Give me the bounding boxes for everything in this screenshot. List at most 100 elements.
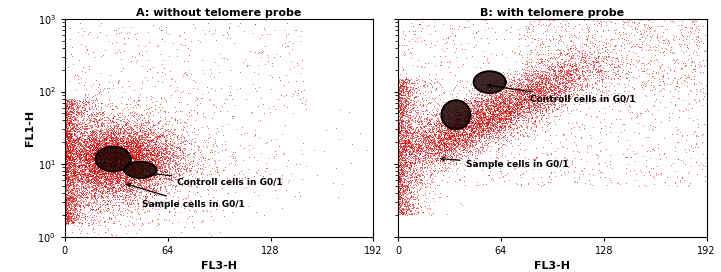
Point — [515, 113, 526, 117]
Point — [109, 190, 120, 194]
Point — [413, 142, 425, 146]
Point — [106, 126, 118, 130]
Point — [393, 191, 404, 196]
Point — [544, 64, 555, 68]
Point — [114, 111, 125, 115]
Point — [548, 105, 559, 110]
Point — [92, 141, 104, 146]
Point — [435, 141, 446, 145]
Point — [457, 148, 469, 152]
Point — [94, 143, 105, 147]
Point — [171, 160, 182, 164]
Point — [655, 63, 667, 67]
Point — [461, 121, 473, 125]
Point — [510, 121, 521, 126]
Point — [183, 110, 195, 114]
Point — [110, 134, 122, 138]
Point — [80, 190, 92, 194]
Point — [435, 123, 447, 128]
Point — [687, 18, 699, 23]
Point — [102, 157, 114, 161]
Point — [115, 154, 127, 159]
Point — [63, 165, 75, 169]
Point — [503, 117, 514, 121]
Point — [132, 149, 143, 153]
Point — [454, 152, 466, 157]
Point — [487, 103, 499, 107]
Point — [392, 126, 404, 130]
Point — [574, 88, 585, 92]
Point — [95, 164, 107, 169]
Point — [68, 207, 80, 211]
Point — [118, 152, 130, 156]
Point — [61, 126, 73, 130]
Point — [115, 143, 127, 147]
Point — [438, 49, 449, 54]
Point — [408, 139, 420, 143]
Point — [436, 131, 448, 136]
Point — [99, 161, 110, 165]
Point — [483, 108, 495, 112]
Point — [423, 119, 434, 124]
Point — [71, 128, 83, 133]
Point — [403, 88, 415, 93]
Point — [97, 169, 109, 174]
Point — [593, 160, 605, 165]
Point — [621, 53, 632, 57]
Point — [125, 170, 137, 174]
Point — [468, 118, 479, 122]
Point — [123, 145, 134, 149]
Point — [106, 106, 118, 111]
Point — [534, 103, 545, 107]
Point — [125, 139, 136, 144]
Point — [110, 192, 121, 197]
Point — [457, 133, 469, 137]
Point — [122, 164, 133, 169]
Point — [153, 110, 164, 114]
Point — [89, 131, 101, 135]
Point — [586, 33, 598, 37]
Point — [531, 85, 542, 89]
Point — [175, 135, 187, 139]
Point — [64, 128, 76, 132]
Point — [75, 156, 87, 160]
Point — [670, 101, 681, 106]
Point — [476, 117, 487, 121]
Point — [485, 107, 496, 112]
Point — [475, 121, 487, 126]
Point — [444, 127, 456, 132]
Point — [79, 212, 90, 216]
Point — [531, 89, 543, 93]
Point — [120, 159, 132, 163]
Point — [457, 138, 469, 142]
Point — [442, 65, 454, 70]
Point — [144, 183, 156, 188]
Point — [461, 135, 472, 139]
Point — [61, 169, 72, 173]
Point — [426, 133, 438, 137]
Point — [532, 84, 544, 88]
Point — [423, 120, 435, 124]
Point — [393, 182, 404, 187]
Point — [526, 83, 538, 87]
Point — [95, 124, 107, 128]
Point — [212, 198, 224, 202]
Point — [133, 136, 145, 141]
Point — [552, 92, 564, 97]
Point — [443, 123, 455, 127]
Point — [485, 73, 497, 77]
Point — [647, 70, 658, 75]
Point — [115, 152, 126, 156]
Point — [79, 157, 91, 161]
Point — [59, 195, 71, 200]
Point — [565, 38, 577, 42]
Point — [146, 159, 157, 163]
Point — [137, 147, 149, 151]
Point — [393, 139, 404, 143]
Point — [61, 166, 73, 170]
Point — [88, 146, 99, 151]
Point — [59, 143, 71, 148]
Point — [89, 156, 100, 160]
Point — [415, 132, 426, 136]
Point — [437, 135, 448, 139]
